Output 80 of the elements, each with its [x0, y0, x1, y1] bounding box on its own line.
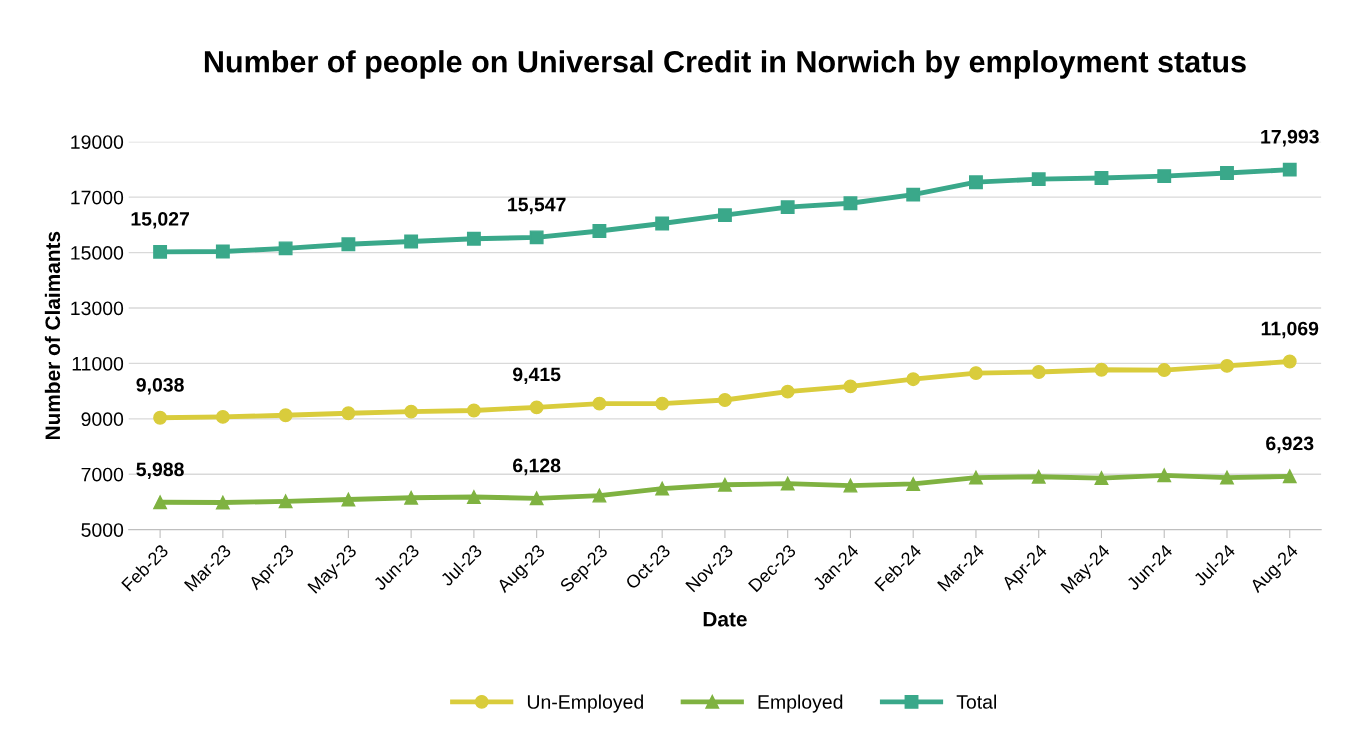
point [1282, 354, 1297, 369]
point [717, 393, 732, 407]
point [529, 400, 544, 415]
point [1220, 358, 1234, 373]
point [153, 410, 168, 425]
point [215, 409, 230, 424]
point [906, 476, 921, 491]
data-label: 17,993 [1261, 129, 1319, 147]
legend-label: Un-Employed [527, 694, 643, 713]
point [592, 396, 607, 411]
point [843, 478, 858, 493]
point [529, 230, 544, 245]
point [780, 476, 795, 491]
point [780, 200, 795, 215]
point [1157, 363, 1172, 378]
y-tick-label: 15000 [71, 246, 124, 260]
point [341, 237, 356, 252]
y-tick-label: 19000 [71, 135, 124, 149]
point [404, 404, 419, 419]
point [466, 231, 481, 246]
y-tick-label: 11000 [72, 356, 124, 371]
point [906, 372, 921, 387]
point [1220, 470, 1234, 485]
legend-label: Total [956, 694, 997, 709]
data-label: 11,069 [1261, 321, 1319, 339]
point [906, 187, 921, 202]
point [843, 379, 858, 394]
point [969, 175, 983, 190]
point [153, 244, 168, 259]
point [717, 477, 732, 492]
point [1031, 365, 1046, 379]
data-label: 15,547 [508, 197, 566, 215]
point [717, 208, 732, 223]
point [592, 224, 607, 238]
point [1094, 471, 1109, 486]
point [466, 403, 481, 418]
y-tick-label: 7000 [81, 467, 124, 482]
data-label: 9,038 [136, 377, 184, 395]
point [969, 470, 983, 485]
point [529, 491, 544, 506]
point [843, 196, 858, 211]
point [969, 366, 983, 381]
point [780, 384, 795, 399]
point [655, 481, 670, 496]
point [341, 492, 356, 507]
point [153, 495, 168, 510]
point [592, 488, 607, 503]
chart-title: Number of people on Universal Credit in Norwich by employment status [204, 50, 1246, 79]
point [278, 494, 293, 509]
point [466, 490, 481, 504]
point [1157, 468, 1172, 483]
point [1282, 469, 1297, 484]
point [1031, 172, 1046, 187]
point [404, 490, 419, 505]
point [278, 241, 293, 256]
legend-label: Employed [758, 694, 843, 713]
point [278, 408, 293, 423]
data-label: 6,128 [513, 458, 561, 476]
point [341, 406, 356, 421]
point [215, 244, 230, 259]
point [1094, 171, 1109, 185]
point [1031, 469, 1046, 484]
point [1094, 362, 1109, 377]
data-label: 15,027 [131, 211, 189, 229]
y-tick-label: 13000 [71, 301, 124, 316]
point [215, 495, 230, 510]
y-axis-title: Number of Claimants [44, 231, 61, 440]
point [1282, 162, 1297, 177]
y-tick-label: 17000 [71, 190, 124, 205]
y-tick-label: 5000 [81, 523, 124, 537]
data-label: 9,415 [513, 367, 561, 385]
point [1220, 166, 1234, 180]
y-tick-label: 9000 [81, 412, 124, 427]
data-label: 6,923 [1266, 436, 1314, 454]
point [655, 216, 670, 231]
x-axis-title: Date [703, 611, 747, 627]
point [404, 234, 419, 249]
point [1157, 169, 1172, 184]
data-label: 5,988 [136, 462, 184, 480]
point [655, 396, 670, 411]
